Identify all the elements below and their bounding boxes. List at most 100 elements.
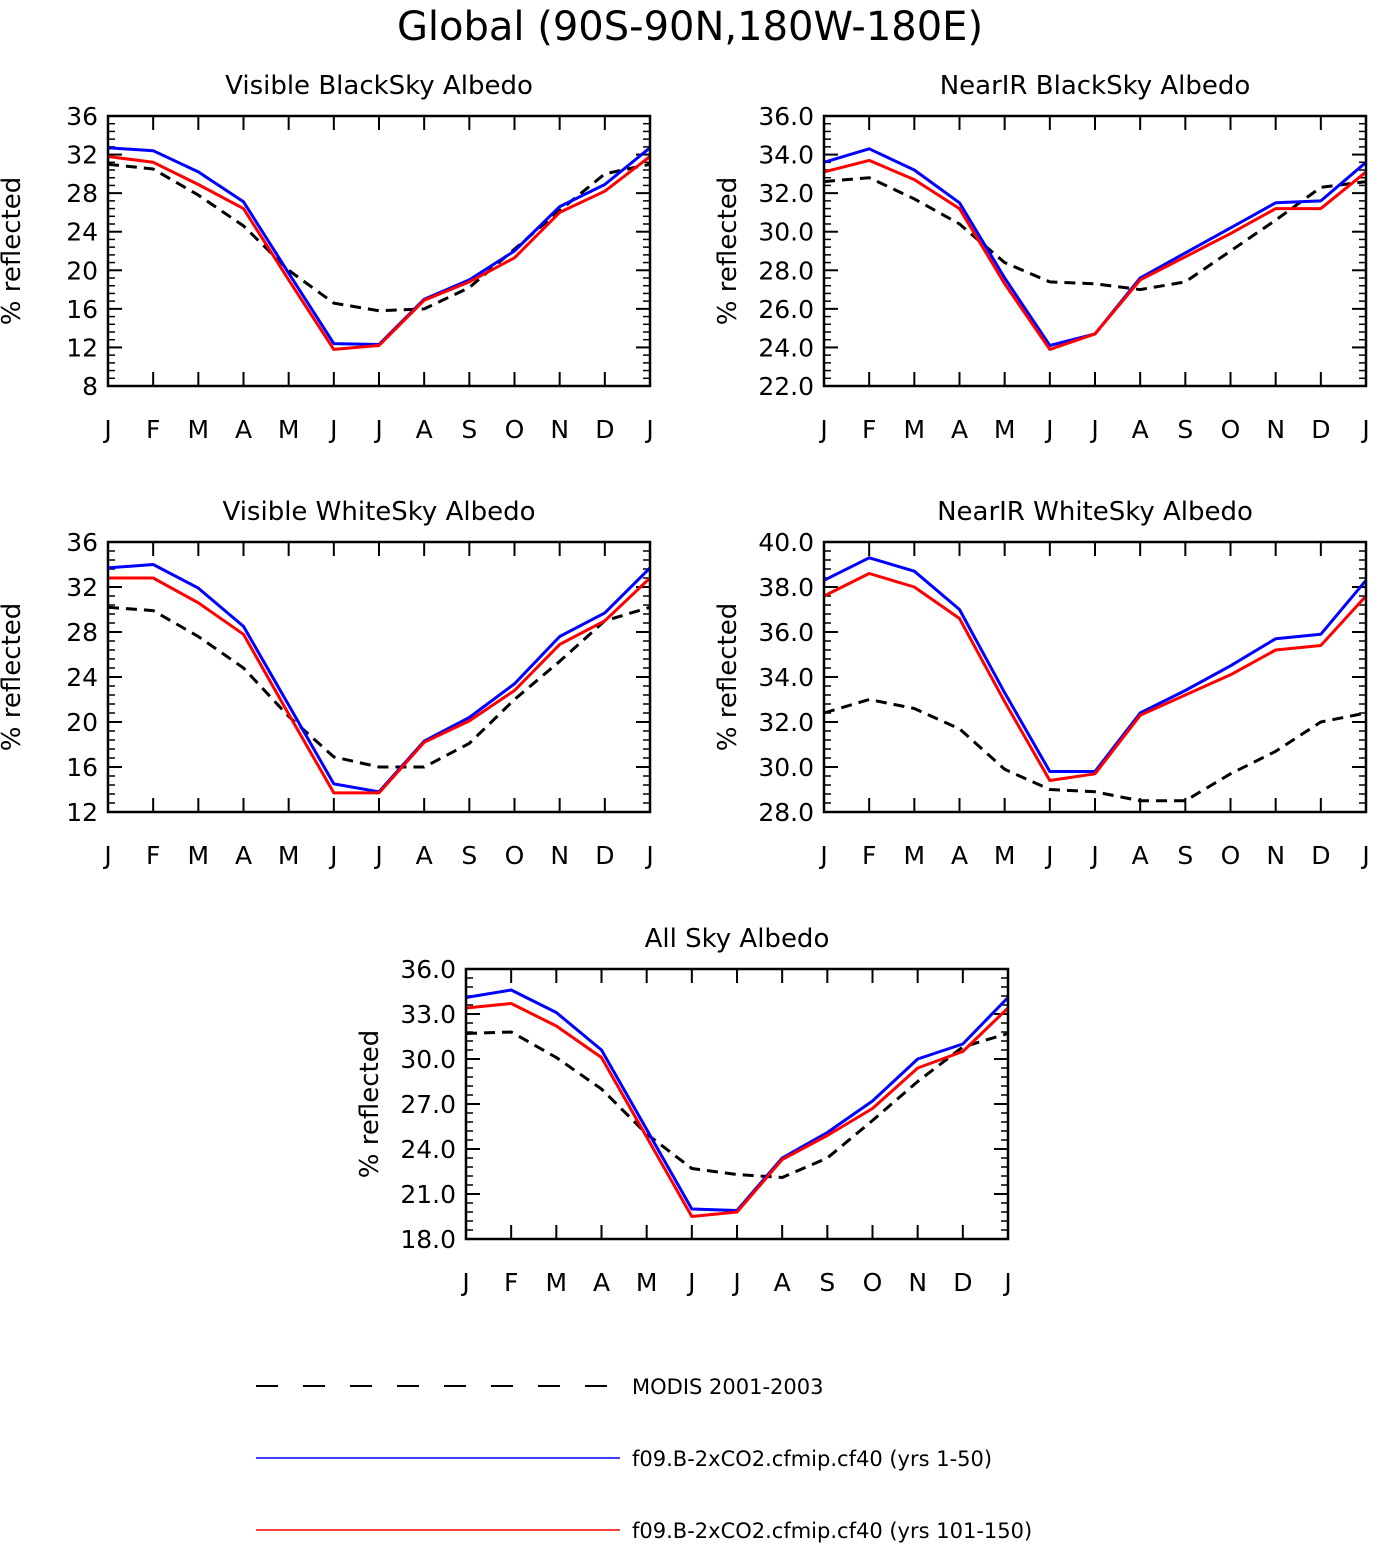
x-tick-label: S [1177,841,1193,870]
chart-title: NearIR BlackSky Albedo [940,71,1251,101]
y-tick-label: 12 [66,798,98,827]
x-tick-label: J [460,1268,469,1297]
x-tick-label: O [1221,841,1241,870]
y-tick-label: 28.0 [758,256,814,285]
y-tick-label: 40.0 [758,528,814,557]
x-tick-label: D [595,415,614,444]
x-tick-label: D [953,1268,972,1297]
x-tick-label: J [644,415,653,444]
x-tick-label: S [461,841,477,870]
x-tick-label: J [731,1268,740,1297]
legend-label: MODIS 2001-2003 [632,1375,823,1399]
y-axis-label: % reflected [713,177,743,325]
series-line [465,1030,1009,1179]
y-tick-label: 36.0 [758,618,814,647]
x-tick-label: N [1266,841,1285,870]
x-tick-label: M [904,415,926,444]
chart-title: Visible WhiteSky Albedo [222,497,535,527]
x-tick-label: A [235,841,252,870]
x-tick-label: J [1360,841,1369,870]
legend-label: f09.B-2xCO2.cfmip.cf40 (yrs 101-150) [632,1519,1032,1543]
y-tick-label: 28.0 [758,798,814,827]
series-line [107,605,651,769]
y-tick-label: 24.0 [400,1135,456,1164]
x-tick-label: N [1266,415,1285,444]
chart-panel: NearIR WhiteSky Albedo % reflected 28.0 30.… [713,497,1370,870]
x-tick-label: M [188,415,210,444]
x-tick-label: D [595,841,614,870]
x-tick-label: O [863,1268,883,1297]
y-tick-label: 36.0 [758,102,814,131]
x-tick-label: M [904,841,926,870]
x-tick-label: A [416,415,433,444]
x-tick-label: N [908,1268,927,1297]
x-tick-label: J [1044,415,1053,444]
y-tick-label: 20 [66,708,98,737]
y-tick-label: 18.0 [400,1225,456,1254]
y-axis-label: % reflected [0,603,27,751]
x-tick-label: S [819,1268,835,1297]
x-tick-label: J [1089,841,1098,870]
x-tick-label: F [504,1268,518,1297]
series-line [823,158,1367,351]
x-tick-label: F [862,415,876,444]
y-tick-label: 27.0 [400,1090,456,1119]
legend-item: MODIS 2001-2003 [256,1375,823,1399]
y-axis-label: % reflected [0,177,27,325]
series-line [107,155,651,351]
chart-title: All Sky Albedo [645,924,830,954]
x-tick-label: O [505,415,525,444]
x-tick-label: N [550,841,569,870]
y-tick-label: 30.0 [400,1045,456,1074]
series-line [107,162,651,313]
x-tick-label: A [416,841,433,870]
x-tick-label: J [328,841,337,870]
x-tick-label: D [1311,415,1330,444]
x-tick-label: F [146,841,160,870]
x-tick-label: J [818,841,827,870]
x-tick-label: M [188,841,210,870]
x-tick-label: M [636,1268,658,1297]
x-tick-label: J [373,841,382,870]
y-tick-label: 28 [66,179,98,208]
y-tick-label: 12 [66,333,98,362]
chart-panel: All Sky Albedo % reflected 18.0 21.0 24.0 27.… [355,924,1012,1297]
y-tick-label: 16 [66,753,98,782]
series-line [823,147,1367,347]
series-line [465,1002,1010,1218]
chart-panels: Visible BlackSky Albedo % reflected 8 12 16 2… [0,71,1370,1297]
chart-title: NearIR WhiteSky Albedo [937,497,1253,527]
y-tick-label: 20 [66,256,98,285]
x-tick-label: J [373,415,382,444]
series-line [823,698,1367,803]
x-tick-label: A [1132,415,1149,444]
x-tick-label: J [644,841,653,870]
y-tick-label: 34.0 [758,663,814,692]
x-tick-label: F [862,841,876,870]
series-line [823,176,1367,292]
y-tick-label: 28 [66,618,98,647]
x-tick-label: J [686,1268,695,1297]
x-tick-label: F [146,415,160,444]
legend: MODIS 2001-2003 f09.B-2xCO2.cfmip.cf40 (y… [256,1375,1032,1543]
x-tick-label: J [102,841,111,870]
x-tick-label: M [994,415,1016,444]
y-tick-label: 32.0 [758,708,814,737]
x-tick-label: A [1132,841,1149,870]
x-tick-label: A [951,841,968,870]
x-tick-label: J [818,415,827,444]
y-axis-label: % reflected [355,1030,385,1178]
y-tick-label: 30.0 [758,218,814,247]
chart-title: Visible BlackSky Albedo [225,71,533,101]
x-tick-label: J [1360,415,1369,444]
chart-panel: Visible BlackSky Albedo % reflected 8 12 16 2… [0,71,654,444]
x-tick-label: S [461,415,477,444]
y-tick-label: 24 [66,218,98,247]
x-tick-label: O [1221,415,1241,444]
x-tick-label: J [1089,415,1098,444]
x-tick-label: S [1177,415,1193,444]
series-line [823,556,1368,773]
y-tick-label: 32.0 [758,179,814,208]
x-tick-label: A [235,415,252,444]
